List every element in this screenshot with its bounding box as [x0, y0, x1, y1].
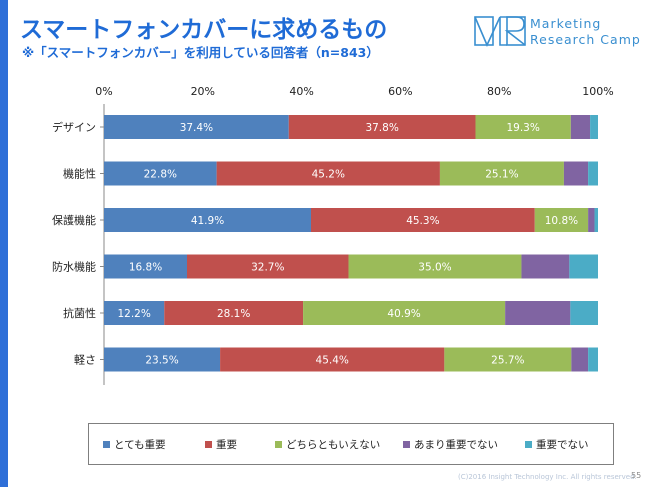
- page-title: スマートフォンカバーに求めるもの: [20, 17, 388, 43]
- bar-segment: [288, 115, 476, 139]
- brand-logo: Marketing Research Camp: [474, 14, 644, 50]
- bar-segment: [104, 115, 289, 139]
- y-tick-label: 抗菌性: [63, 306, 96, 320]
- data-label: 37.8%: [365, 122, 398, 134]
- bar-segment: [521, 254, 570, 279]
- bar-segment: [569, 254, 598, 279]
- legend-item: あまり重要でない: [403, 437, 498, 452]
- legend-swatch: [275, 441, 282, 448]
- y-tick-label: 保護機能: [52, 213, 96, 227]
- page-number: 55: [631, 471, 642, 480]
- data-label: 12.2%: [117, 308, 150, 320]
- bar-segment: [444, 347, 572, 372]
- data-label: 19.3%: [506, 122, 539, 134]
- bar-segment: [104, 161, 217, 186]
- logo-line-1: Marketing: [530, 16, 602, 31]
- bar-segment: [570, 301, 598, 325]
- data-label: 25.7%: [491, 355, 524, 367]
- data-label: 45.4%: [316, 355, 349, 367]
- legend-label: どちらともいえない: [286, 439, 381, 451]
- logo-mark-icon: [474, 16, 526, 47]
- data-label: 22.8%: [144, 169, 177, 181]
- bar-segment: [104, 301, 165, 325]
- x-tick-label: 60%: [388, 85, 412, 98]
- legend-label: 重要でない: [536, 439, 589, 451]
- data-label: 25.1%: [485, 169, 518, 181]
- x-tick-label: 20%: [191, 85, 215, 98]
- bar-segment: [310, 208, 535, 232]
- bar-segment: [216, 161, 440, 186]
- x-tick-label: 40%: [289, 85, 313, 98]
- data-label: 41.9%: [191, 215, 224, 227]
- legend-swatch: [103, 441, 110, 448]
- y-tick-label: 機能性: [63, 167, 96, 181]
- bar-segment: [220, 347, 445, 372]
- y-tick-label: デザイン: [52, 120, 96, 134]
- data-label: 23.5%: [145, 355, 178, 367]
- copyright-text: (C)2016 Insight Technology Inc. All righ…: [458, 473, 637, 481]
- bar-segment: [588, 208, 595, 232]
- data-label: 28.1%: [217, 308, 250, 320]
- bar-segment: [534, 208, 589, 232]
- bar-segment: [439, 161, 564, 186]
- bar-segment: [570, 115, 591, 139]
- data-label: 45.2%: [312, 169, 345, 181]
- bar-segment: [164, 301, 304, 325]
- bar-segment: [475, 115, 571, 139]
- x-tick-label: 80%: [487, 85, 511, 98]
- legend-swatch: [403, 441, 410, 448]
- x-tick-label: 100%: [582, 85, 613, 98]
- page-subtitle: ※「スマートフォンカバー」を利用している回答者（n=843）: [22, 45, 379, 60]
- legend-swatch: [205, 441, 212, 448]
- legend-item: 重要でない: [525, 437, 589, 452]
- bar-segment: [505, 301, 571, 325]
- logo-line-2: Research Camp: [530, 32, 641, 47]
- bar-segment: [104, 254, 187, 279]
- bar-segment: [104, 208, 311, 232]
- legend-item: とても重要: [103, 437, 166, 452]
- data-label: 35.0%: [418, 262, 451, 274]
- data-label: 45.3%: [406, 215, 439, 227]
- legend-label: とても重要: [114, 439, 166, 451]
- left-accent-bar: [0, 0, 8, 487]
- y-tick-label: 防水機能: [52, 260, 96, 274]
- bar-segment: [588, 161, 598, 186]
- legend-item: 重要: [205, 437, 237, 452]
- chart-legend: とても重要 重要 どちらともいえない あまり重要でない 重要でない: [88, 423, 614, 465]
- data-label: 32.7%: [251, 262, 284, 274]
- bar-segment: [186, 254, 349, 279]
- bar-segment: [563, 161, 589, 186]
- bar-segment: [104, 347, 221, 372]
- bar-segment: [588, 347, 598, 372]
- y-tick-label: 軽さ: [74, 354, 96, 367]
- legend-label: あまり重要でない: [414, 439, 498, 451]
- data-label: 40.9%: [387, 308, 420, 320]
- x-tick-label: 0%: [95, 85, 112, 98]
- legend-label: 重要: [216, 439, 237, 451]
- data-label: 10.8%: [545, 215, 578, 227]
- bar-segment: [594, 208, 598, 232]
- logo-wordmark: Marketing Research Camp: [530, 16, 641, 48]
- legend-item: どちらともいえない: [275, 437, 380, 452]
- legend-swatch: [525, 441, 532, 448]
- bar-segment: [303, 301, 506, 325]
- bar-segment: [348, 254, 522, 279]
- bar-segment: [590, 115, 598, 139]
- bar-segment: [571, 347, 589, 372]
- data-label: 37.4%: [180, 122, 213, 134]
- data-label: 16.8%: [129, 262, 162, 274]
